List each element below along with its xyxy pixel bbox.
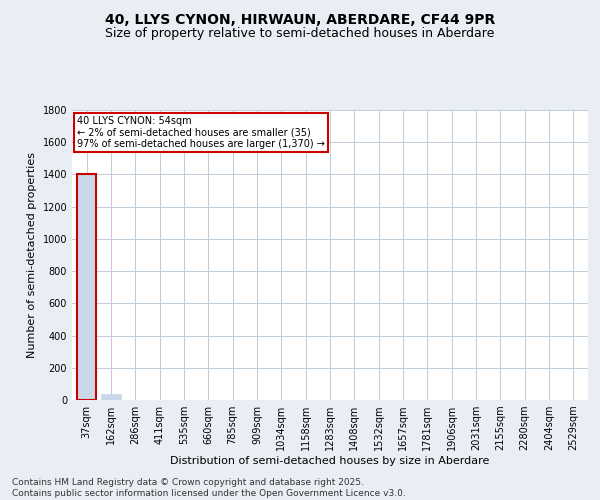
Text: Size of property relative to semi-detached houses in Aberdare: Size of property relative to semi-detach…: [106, 28, 494, 40]
Y-axis label: Number of semi-detached properties: Number of semi-detached properties: [27, 152, 37, 358]
Text: 40, LLYS CYNON, HIRWAUN, ABERDARE, CF44 9PR: 40, LLYS CYNON, HIRWAUN, ABERDARE, CF44 …: [105, 12, 495, 26]
Bar: [77, 174, 97, 400]
Bar: [101, 394, 121, 400]
X-axis label: Distribution of semi-detached houses by size in Aberdare: Distribution of semi-detached houses by …: [170, 456, 490, 466]
Text: Contains HM Land Registry data © Crown copyright and database right 2025.
Contai: Contains HM Land Registry data © Crown c…: [12, 478, 406, 498]
Text: 40 LLYS CYNON: 54sqm
← 2% of semi-detached houses are smaller (35)
97% of semi-d: 40 LLYS CYNON: 54sqm ← 2% of semi-detach…: [77, 116, 325, 149]
